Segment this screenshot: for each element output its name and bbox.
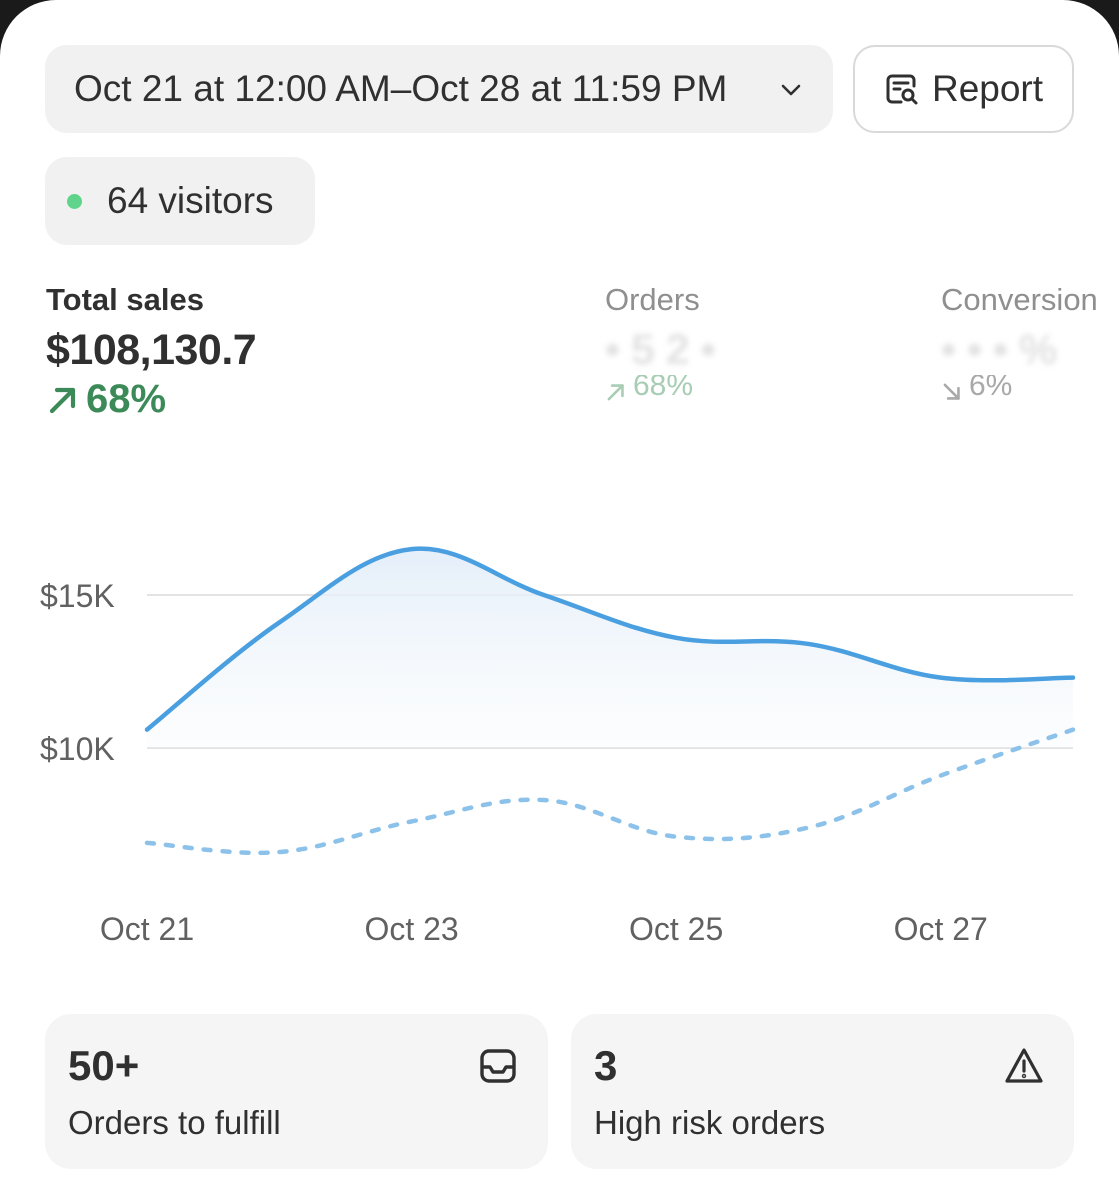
x-tick-label: Oct 23 [364,911,458,947]
metric-change-value: 68% [633,375,694,402]
x-tick-label: Oct 21 [100,911,194,947]
warning-triangle-icon [1005,1048,1043,1083]
metric-value: • • • % [941,326,1057,374]
metric-label: Orders [605,282,700,317]
tile-label: Orders to fulfill [68,1104,281,1141]
y-tick-label: $10K [40,731,115,767]
arrow-up-right-icon [49,387,76,413]
metric-label: Total sales [46,282,204,317]
x-tick-label: Oct 25 [629,911,723,947]
metric-change: 6% [941,375,1098,403]
metric-label: Conversion [941,282,1098,317]
metric-change: 68% [605,375,715,403]
inbox-tray-icon [480,1049,516,1083]
report-search-icon [886,74,918,105]
live-status-dot [67,193,82,209]
visitors-label: 64 visitors [107,180,274,221]
arrow-up-right-icon [607,384,624,401]
high-risk-orders-card[interactable]: 3 High risk orders [571,1014,1074,1169]
tile-value: 3 [594,1042,618,1089]
report-button[interactable]: Report [853,45,1074,133]
metric-conversion[interactable]: Conversion • • • % 6% [941,282,1098,403]
current-period-line [144,546,1076,732]
metric-value: $108,130.7 [46,326,257,374]
current-series-area [147,548,1073,748]
report-label: Report [931,68,1044,109]
previous-period-line [144,727,1076,856]
y-tick-label: $15K [40,578,115,614]
x-tick-label: Oct 27 [894,911,988,947]
tile-label: High risk orders [594,1104,826,1141]
metric-total-sales[interactable]: Total sales $108,130.7 68% [46,282,257,422]
date-range-button[interactable]: Oct 21 at 12:00 AM–Oct 28 at 11:59 PM [45,45,833,133]
metric-change-value: 68% [86,377,167,421]
live-visitors-badge[interactable]: 64 visitors [45,157,315,245]
sales-chart: $10K $15K Oct 21 Oct 23 Oct 25 Oct 27 [40,546,1076,947]
metric-change: 68% [46,377,256,422]
metric-value: • 5 2 • [605,326,716,374]
metric-orders[interactable]: Orders • 5 2 • 68% [605,282,716,403]
date-range-label: Oct 21 at 12:00 AM–Oct 28 at 11:59 PM [74,68,728,109]
chevron-down-icon [781,84,801,96]
arrow-down-right-icon [943,383,960,400]
tile-value: 50+ [68,1042,140,1089]
metric-change-value: 6% [969,375,1013,402]
orders-to-fulfill-card[interactable]: 50+ Orders to fulfill [45,1014,548,1169]
